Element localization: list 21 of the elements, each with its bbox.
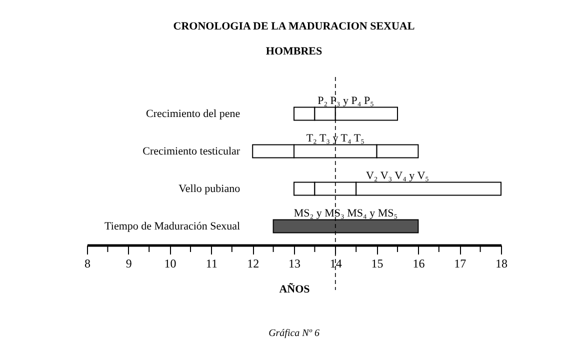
x-tick-label: 16 [412,256,425,270]
x-tick-label: 15 [371,256,384,270]
x-tick-label: 12 [247,256,260,270]
x-axis-title: AÑOS [279,282,310,296]
x-tick-label: 11 [206,256,218,270]
x-tick-label: 10 [164,256,176,270]
x-tick-label: 8 [84,256,90,270]
chart-subtitle: HOMBRES [266,46,322,58]
chart-title: CRONOLOGIA DE LA MADURACION SEXUAL [173,20,415,33]
y-tick-label: Crecimiento testicular [142,145,240,158]
x-tick-label: 9 [126,256,132,270]
x-tick-label: 17 [454,256,466,270]
text: Gráfica Nº 6 [268,328,320,339]
annotation: V₂ V₃ V₄ y V₅ [366,170,430,182]
annotation: MS₂ y MS₃ MS₄ y MS₅ [294,207,398,220]
y-tick-label: Crecimiento del pene [146,108,240,120]
y-tick-label: Tiempo de Maduración Sexual [104,220,240,232]
x-tick-label: 14 [330,256,342,270]
y-tick-label: Vello pubiano [178,182,241,195]
x-tick-label: 18 [496,256,508,270]
x-tick-label: 13 [288,256,300,270]
